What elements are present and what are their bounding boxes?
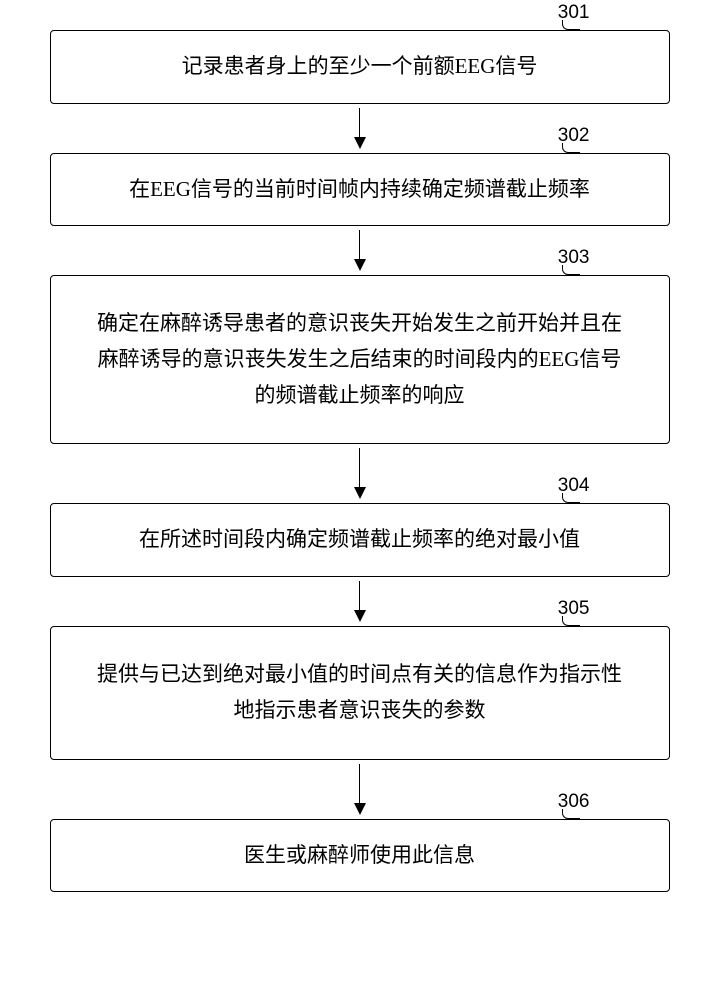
label-connector	[562, 20, 580, 30]
step-5-text: 提供与已达到绝对最小值的时间点有关的信息作为指示性地指示患者意识丧失的参数	[91, 657, 629, 728]
step-6-wrapper: 306 医生或麻醉师使用此信息	[50, 819, 670, 893]
arrow-head	[354, 487, 366, 499]
step-5-box: 提供与已达到绝对最小值的时间点有关的信息作为指示性地指示患者意识丧失的参数	[50, 626, 670, 759]
arrow-4	[354, 581, 366, 622]
step-4-text: 在所述时间段内确定频谱截止频率的绝对最小值	[139, 522, 580, 558]
arrow-2	[354, 230, 366, 271]
arrow-line	[359, 764, 361, 804]
arrow-head	[354, 137, 366, 149]
arrow-line	[359, 230, 361, 260]
step-2-text: 在EEG信号的当前时间帧内持续确定频谱截止频率	[129, 172, 590, 208]
arrow-head	[354, 259, 366, 271]
step-3-wrapper: 303 确定在麻醉诱导患者的意识丧失开始发生之前开始并且在麻醉诱导的意识丧失发生…	[50, 275, 670, 444]
arrow-head	[354, 610, 366, 622]
step-3-text: 确定在麻醉诱导患者的意识丧失开始发生之前开始并且在麻醉诱导的意识丧失发生之后结束…	[91, 306, 629, 413]
step-3-box: 确定在麻醉诱导患者的意识丧失开始发生之前开始并且在麻醉诱导的意识丧失发生之后结束…	[50, 275, 670, 444]
arrow-line	[359, 448, 361, 488]
label-connector	[562, 616, 580, 626]
flowchart-container: 301 记录患者身上的至少一个前额EEG信号 302 在EEG信号的当前时间帧内…	[50, 30, 670, 892]
step-4-box: 在所述时间段内确定频谱截止频率的绝对最小值	[50, 503, 670, 577]
step-4-wrapper: 304 在所述时间段内确定频谱截止频率的绝对最小值	[50, 503, 670, 577]
arrow-3	[354, 448, 366, 499]
arrow-5	[354, 764, 366, 815]
label-connector	[562, 265, 580, 275]
arrow-line	[359, 581, 361, 611]
step-5-wrapper: 305 提供与已达到绝对最小值的时间点有关的信息作为指示性地指示患者意识丧失的参…	[50, 626, 670, 759]
step-2-wrapper: 302 在EEG信号的当前时间帧内持续确定频谱截止频率	[50, 153, 670, 227]
step-1-box: 记录患者身上的至少一个前额EEG信号	[50, 30, 670, 104]
label-connector	[562, 493, 580, 503]
step-6-text: 医生或麻醉师使用此信息	[244, 838, 475, 874]
arrow-head	[354, 803, 366, 815]
step-1-wrapper: 301 记录患者身上的至少一个前额EEG信号	[50, 30, 670, 104]
arrow-line	[359, 108, 361, 138]
label-connector	[562, 809, 580, 819]
arrow-1	[354, 108, 366, 149]
step-1-text: 记录患者身上的至少一个前额EEG信号	[182, 49, 538, 85]
step-2-box: 在EEG信号的当前时间帧内持续确定频谱截止频率	[50, 153, 670, 227]
label-connector	[562, 143, 580, 153]
step-6-box: 医生或麻醉师使用此信息	[50, 819, 670, 893]
